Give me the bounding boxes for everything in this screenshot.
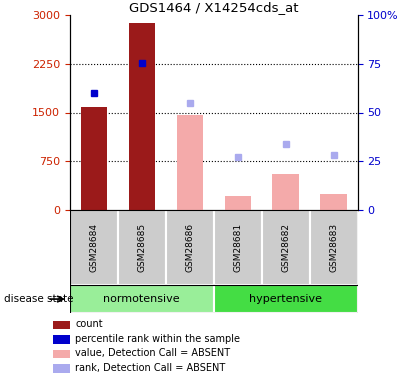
Bar xyxy=(70,210,118,285)
Text: hypertensive: hypertensive xyxy=(249,294,322,304)
Bar xyxy=(272,174,299,210)
Bar xyxy=(53,350,69,358)
Bar xyxy=(129,24,155,210)
Text: GSM28682: GSM28682 xyxy=(281,223,290,272)
Text: count: count xyxy=(75,319,103,329)
Bar xyxy=(224,196,251,210)
Bar xyxy=(262,210,309,285)
Text: GSM28685: GSM28685 xyxy=(137,223,146,272)
Bar xyxy=(214,285,358,313)
Bar xyxy=(53,335,69,344)
Bar xyxy=(309,210,358,285)
Bar xyxy=(70,285,214,313)
Bar xyxy=(321,194,347,210)
Text: GSM28686: GSM28686 xyxy=(185,223,194,272)
Text: disease state: disease state xyxy=(4,294,74,304)
Text: percentile rank within the sample: percentile rank within the sample xyxy=(75,334,240,344)
Bar xyxy=(214,210,262,285)
Text: GSM28681: GSM28681 xyxy=(233,223,242,272)
Bar xyxy=(166,210,214,285)
Title: GDS1464 / X14254cds_at: GDS1464 / X14254cds_at xyxy=(129,1,298,14)
Text: GSM28684: GSM28684 xyxy=(89,223,98,272)
Text: rank, Detection Call = ABSENT: rank, Detection Call = ABSENT xyxy=(75,363,226,373)
Bar xyxy=(177,115,203,210)
Text: value, Detection Call = ABSENT: value, Detection Call = ABSENT xyxy=(75,348,230,358)
Bar xyxy=(53,364,69,373)
Text: GSM28683: GSM28683 xyxy=(329,223,338,272)
Text: normotensive: normotensive xyxy=(104,294,180,304)
Bar xyxy=(118,210,166,285)
Bar xyxy=(81,106,107,210)
Bar xyxy=(53,321,69,329)
